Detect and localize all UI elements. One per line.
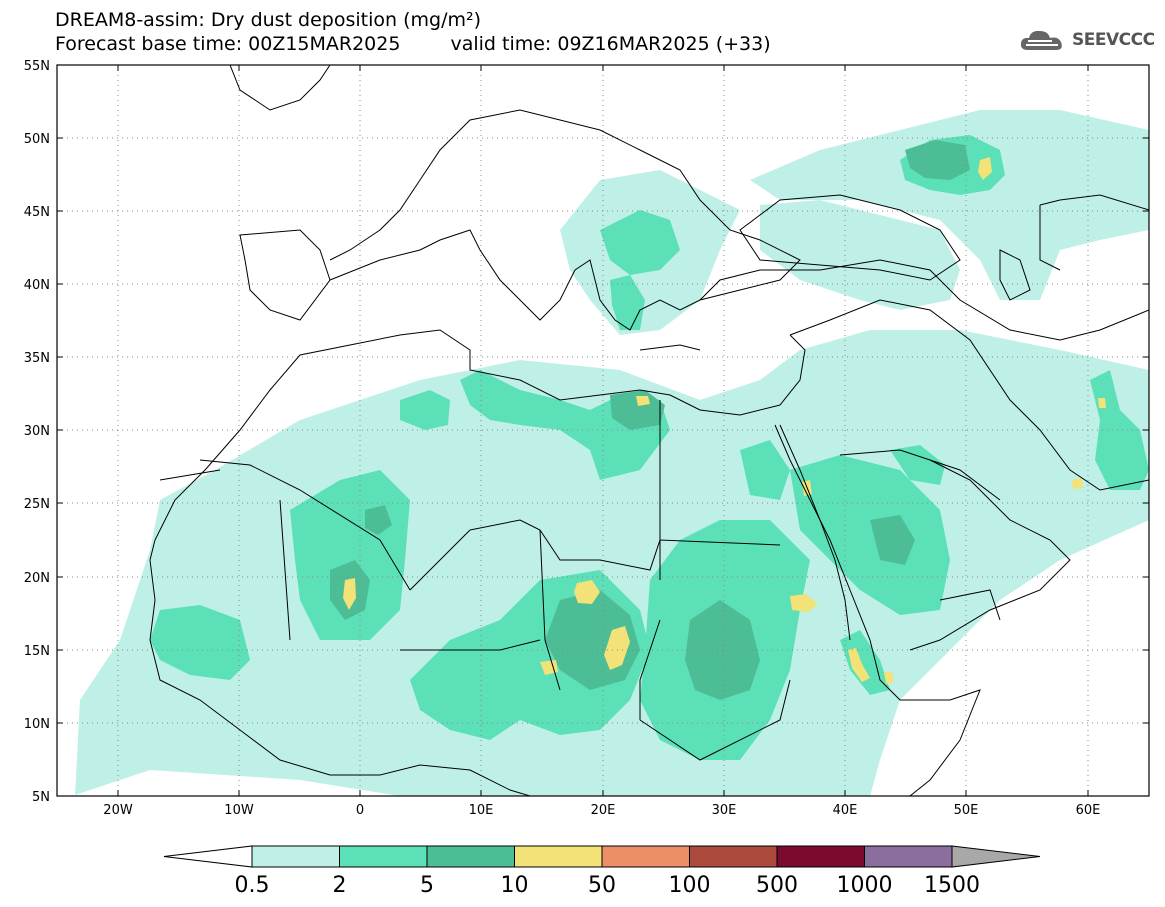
lat-label: 50N <box>24 132 50 147</box>
colorbar-under-arrow <box>163 845 253 868</box>
colorbar-swatch <box>426 845 515 868</box>
lon-label: 50E <box>954 803 979 818</box>
colorbar-swatch <box>689 845 778 868</box>
map-subtitle: Forecast base time: 00Z15MAR2025 valid ti… <box>55 34 771 54</box>
valid-time-label: valid time: 09Z16MAR2025 (+33) <box>450 33 771 55</box>
lat-label: 20N <box>24 571 50 586</box>
lat-label: 55N <box>24 59 50 74</box>
colorbar-swatch <box>776 845 865 868</box>
colorbar-swatch <box>339 845 428 868</box>
lon-label: 10W <box>224 803 254 818</box>
lon-label: 20W <box>103 803 133 818</box>
colorbar-swatch <box>864 845 953 868</box>
colorbar-swatch <box>251 845 340 868</box>
colorbar-label: 2 <box>333 873 347 898</box>
lat-label: 5N <box>32 790 50 805</box>
lon-label: 60E <box>1076 803 1101 818</box>
lat-label: 45N <box>24 205 50 220</box>
graticule <box>57 65 1149 796</box>
colorbar-label: 1500 <box>924 873 980 898</box>
base-time-label: Forecast base time: 00Z15MAR2025 <box>55 33 401 55</box>
lat-label: 25N <box>24 497 50 512</box>
colorbar-label: 1000 <box>837 873 893 898</box>
lat-label: 35N <box>24 351 50 366</box>
lat-label: 15N <box>24 644 50 659</box>
lat-label: 30N <box>24 424 50 439</box>
lon-label: 40E <box>833 803 858 818</box>
map-title: DREAM8-assim: Dry dust deposition (mg/m²… <box>55 9 482 31</box>
colorbar-label: 10 <box>501 873 529 898</box>
colorbar-label: 50 <box>588 873 616 898</box>
lon-label: 0 <box>356 803 364 818</box>
lat-labels: 55N 50N 45N 40N 35N 30N 25N 20N 15N 10N … <box>24 59 50 805</box>
colorbar-over-arrow <box>951 845 1041 868</box>
seevccc-logo: SEEVCCC <box>1018 26 1155 54</box>
dust-level-10 <box>343 157 1106 684</box>
tick-marks <box>57 64 1149 797</box>
lon-label: 20E <box>591 803 616 818</box>
lat-label: 10N <box>24 717 50 732</box>
dust-fields <box>75 110 1149 796</box>
colorbar-swatch <box>601 845 690 868</box>
colorbar: 0.5 2 5 10 50 100 500 1000 1500 <box>163 845 1041 898</box>
lon-label: 30E <box>712 803 737 818</box>
colorbar-swatch <box>514 845 603 868</box>
lon-labels: 20W 10W 0 10E 20E 30E 40E 50E 60E <box>103 803 1100 818</box>
coastlines <box>149 65 1149 796</box>
colorbar-label: 500 <box>756 873 798 898</box>
colorbar-label: 100 <box>669 873 711 898</box>
lon-label: 10E <box>469 803 494 818</box>
colorbar-label: 5 <box>420 873 434 898</box>
logo-text: SEEVCCC <box>1072 30 1155 50</box>
colorbar-label: 0.5 <box>235 873 270 898</box>
cloud-logo-icon <box>1020 30 1062 50</box>
lat-label: 40N <box>24 278 50 293</box>
